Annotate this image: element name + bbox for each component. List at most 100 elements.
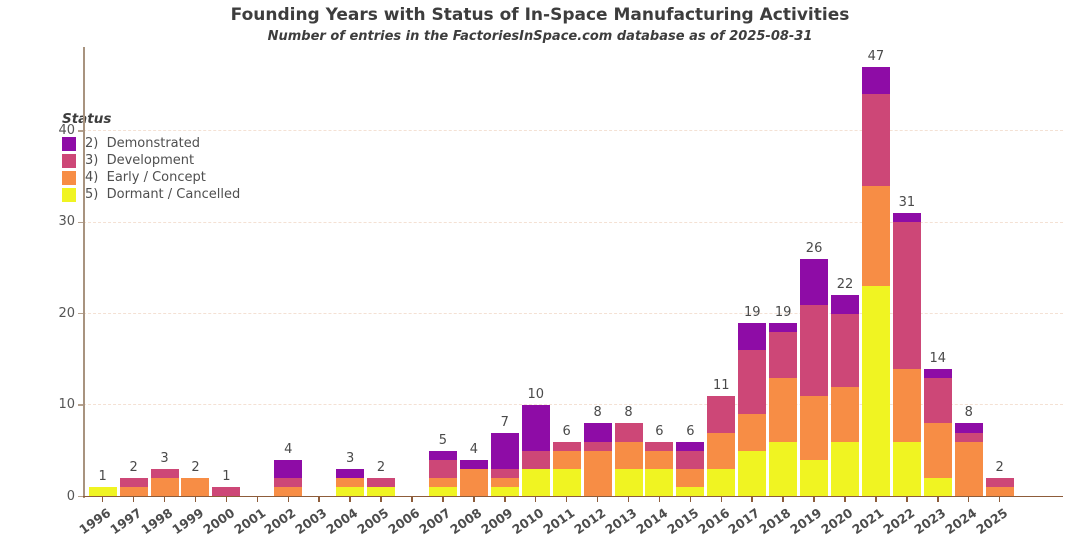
bar-segment-2002-2 (274, 459, 303, 479)
bar-segment-2004-2 (336, 469, 365, 479)
legend-item-label: 5) Dormant / Cancelled (85, 187, 241, 202)
y-tick-mark-10 (78, 404, 83, 406)
bar-segment-2014-5 (645, 469, 674, 497)
bar-2011 (552, 441, 581, 497)
x-tick-mark-2007 (442, 497, 444, 503)
x-tick-label-1999: 1999 (168, 505, 207, 538)
bar-segment-2017-3 (738, 350, 767, 415)
bar-value-label-1997: 2 (129, 460, 138, 476)
legend-item-label: 2) Demonstrated (85, 136, 201, 151)
bar-segment-2007-3 (428, 459, 457, 479)
x-tick-label-2023: 2023 (911, 505, 949, 538)
bar-segment-2021-4 (861, 185, 890, 287)
bar-segment-2020-3 (831, 313, 860, 387)
legend-swatch-icon (62, 136, 76, 151)
bar-segment-2016-3 (707, 395, 736, 433)
bar-value-label-2021: 47 (867, 48, 885, 64)
legend-swatch-icon (62, 187, 76, 202)
legend-item-label: 4) Early / Concept (85, 170, 206, 185)
x-tick-mark-2008 (473, 497, 475, 503)
bar-segment-2013-4 (614, 441, 643, 470)
x-axis-line (83, 495, 1063, 498)
y-tick-mark-40 (78, 130, 83, 132)
bar-value-label-2008: 4 (469, 441, 478, 457)
bar-segment-1999-4 (181, 478, 210, 497)
bar-value-label-2015: 6 (686, 423, 695, 439)
bar-segment-2017-4 (738, 414, 767, 451)
x-tick-mark-2004 (349, 497, 351, 503)
bar-2008 (459, 459, 488, 497)
bar-segment-2013-5 (614, 469, 643, 497)
bar-2022 (892, 213, 921, 497)
legend-title: Status (62, 111, 112, 127)
x-tick-mark-2013 (627, 497, 630, 503)
bar-segment-1998-4 (150, 478, 179, 497)
legend-item-1: 3) Development (62, 152, 240, 169)
bar-segment-2013-3 (614, 423, 643, 442)
x-tick-label-1997: 1997 (107, 505, 145, 538)
bar-1999 (181, 478, 210, 497)
x-tick-mark-2012 (596, 497, 599, 503)
bar-segment-2010-2 (521, 405, 550, 451)
x-tick-mark-2021 (875, 497, 877, 503)
bar-segment-2015-2 (676, 441, 705, 451)
bar-2004 (336, 469, 365, 497)
bar-segment-2022-2 (892, 213, 921, 223)
y-tick-mark-20 (78, 312, 83, 315)
bar-segment-2009-5 (490, 487, 519, 497)
bar-segment-2011-5 (552, 469, 581, 497)
bar-segment-2016-5 (707, 469, 736, 497)
x-tick-label-2004: 2004 (323, 505, 361, 538)
x-tick-label-2002: 2002 (261, 505, 299, 538)
bar-2018 (769, 322, 798, 497)
bar-segment-2009-4 (490, 478, 519, 488)
bar-segment-2021-2 (861, 66, 890, 95)
legend-swatch-icon (62, 170, 76, 185)
bar-value-label-2005: 2 (376, 460, 386, 476)
bar-2023 (923, 368, 952, 497)
bar-value-label-2016: 11 (713, 377, 730, 393)
x-tick-mark-2020 (844, 497, 846, 503)
bar-value-label-2022: 31 (898, 195, 916, 211)
bar-segment-2024-3 (954, 432, 983, 442)
legend: Status 2) Demonstrated 3) Development 4) E… (62, 111, 240, 203)
x-tick-mark-2011 (565, 497, 568, 503)
gridline-20 (83, 312, 1063, 314)
x-tick-mark-2023 (937, 497, 939, 503)
legend-items: 2) Demonstrated 3) Development 4) Early / … (62, 135, 240, 203)
x-tick-label-2007: 2007 (416, 505, 454, 538)
bar-segment-2023-3 (923, 377, 952, 424)
x-tick-mark-2025 (998, 497, 1001, 503)
x-tick-label-2006: 2006 (385, 505, 423, 538)
bar-segment-2022-3 (892, 222, 921, 369)
bar-value-label-2024: 8 (964, 405, 973, 421)
x-tick-label-1996: 1996 (76, 505, 114, 538)
x-tick-mark-2017 (751, 497, 753, 503)
bar-segment-2016-4 (707, 432, 736, 470)
bar-segment-2024-4 (954, 441, 983, 497)
bar-segment-2021-3 (861, 94, 890, 186)
x-tick-label-2024: 2024 (942, 505, 980, 538)
x-tick-label-2015: 2015 (663, 505, 701, 538)
bar-segment-2002-3 (274, 478, 303, 488)
x-tick-mark-1999 (194, 497, 197, 503)
bar-segment-2017-5 (738, 450, 767, 497)
bar-value-label-2019: 26 (805, 240, 823, 256)
y-tick-label-40: 40 (58, 122, 75, 138)
legend-item-0: 2) Demonstrated (62, 135, 240, 152)
x-tick-mark-2000 (225, 497, 228, 503)
bar-2000 (212, 487, 241, 497)
bar-2010 (521, 405, 550, 497)
x-tick-label-2003: 2003 (292, 505, 330, 538)
bar-2021 (861, 66, 890, 497)
bar-segment-2014-4 (645, 450, 674, 470)
x-tick-mark-2018 (782, 497, 784, 503)
x-tick-mark-2002 (287, 497, 290, 503)
bar-segment-2008-4 (459, 469, 488, 497)
y-tick-label-20: 20 (58, 305, 75, 321)
bar-segment-2017-2 (738, 322, 767, 351)
x-tick-label-2016: 2016 (694, 505, 732, 538)
bar-2002 (274, 459, 303, 497)
bar-value-label-2014: 6 (655, 423, 664, 439)
